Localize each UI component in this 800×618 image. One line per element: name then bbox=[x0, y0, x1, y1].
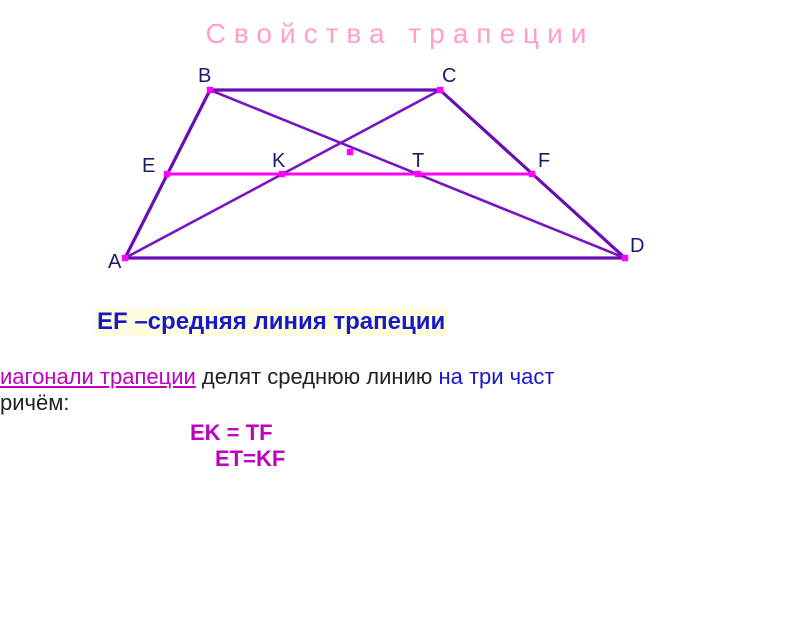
svg-text:C: C bbox=[442, 65, 456, 87]
svg-text:F: F bbox=[538, 150, 550, 172]
divide-text: делят среднюю линию bbox=[196, 364, 439, 389]
page-title: Свойства трапеции bbox=[0, 18, 800, 50]
moreover-text: ричём: bbox=[0, 390, 800, 416]
svg-text:B: B bbox=[198, 65, 211, 87]
equation-et-kf: ET=KF bbox=[215, 446, 800, 472]
equation-ek-tf: EK = TF bbox=[190, 420, 800, 446]
svg-text:K: K bbox=[272, 150, 286, 172]
svg-text:T: T bbox=[412, 150, 424, 172]
diagonals-word: иагонали трапеции bbox=[0, 364, 196, 389]
diagram-container: A B C D E K T F bbox=[70, 60, 670, 290]
svg-text:A: A bbox=[108, 251, 122, 273]
trapezoid-diagram: A B C D E K T F bbox=[70, 60, 670, 290]
three-parts: на три част bbox=[438, 364, 554, 389]
property-text: иагонали трапеции делят среднюю линию на… bbox=[0, 364, 800, 472]
midline-caption: EF –средняя линия трапеции bbox=[95, 308, 447, 336]
svg-text:D: D bbox=[630, 235, 644, 257]
svg-text:E: E bbox=[142, 155, 155, 177]
